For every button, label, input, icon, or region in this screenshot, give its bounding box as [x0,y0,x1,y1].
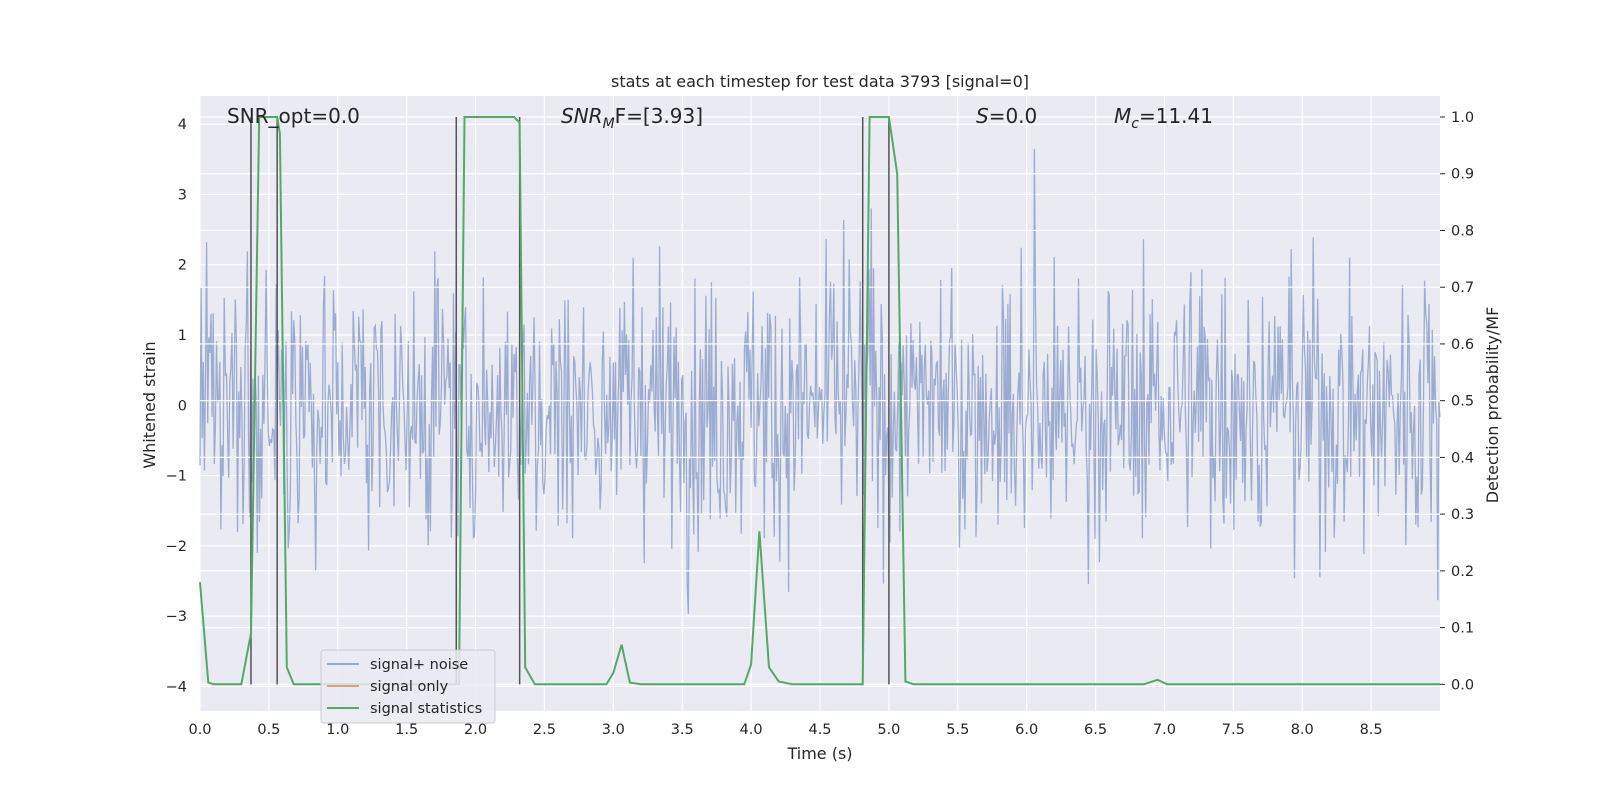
y2-tick-label: 0.3 [1451,507,1474,523]
annotation-s-main: S [976,104,989,128]
x-tick-label: 4.0 [740,722,763,738]
y2-tick-label: 0.4 [1451,450,1474,466]
legend-label-statistics: signal statistics [370,701,482,717]
y2-tick-label: 0.0 [1451,677,1474,693]
annotation-snr-mf-main: SNR [561,104,603,128]
statistics-line [199,116,1440,686]
chart-title: stats at each timestep for test data 379… [611,72,1029,91]
x-tick-label: 2.5 [533,722,556,738]
y-tick-label: 0 [178,398,187,414]
x-tick-label: 8.5 [1360,722,1383,738]
x-axis-ticks: 0.0 0.5 1.0 1.5 2.0 2.5 3.0 3.5 4.0 4.5 5.0 5.5 6.0 6… [188,722,1382,738]
annotation-snr-mf-rest: F=[3.93] [615,104,703,128]
y-axis-label: Whitened strain [140,341,159,468]
annotation-mc-main: M [1114,104,1131,128]
y2-tick-label: 0.5 [1451,394,1474,410]
x-tick-label: 4.5 [808,722,831,738]
annotation-snr-mf-sub: M [603,116,615,132]
annotation-snr-opt: SNR_opt=0.0 [227,104,360,128]
legend-label-signal-only: signal only [370,679,449,695]
y2-tick-label: 1.0 [1451,110,1474,126]
legend-box [320,649,496,724]
annotation-snr-mf: SNRMF=[3.93] [561,104,703,132]
x-tick-label: 0.0 [188,722,211,738]
y2-tick-label: 0.9 [1451,167,1474,183]
x-axis-label: Time (s) [786,744,852,763]
x-tick-label: 7.5 [1222,722,1245,738]
signal-statistics-series [199,116,1440,686]
x-tick-label: 6.5 [1084,722,1107,738]
y2-tick-label: 0.1 [1451,621,1474,637]
y2-tick-label: 0.7 [1451,280,1474,296]
y-tick-label: 1 [178,328,187,344]
y-tick-label: −1 [166,469,187,485]
x-tick-label: 5.0 [877,722,900,738]
y2-axis-label: Detection probability/MF [1483,307,1502,504]
annotation-mc-rest: =11.41 [1139,104,1213,128]
y-tick-label: 3 [178,187,187,203]
y2-tick-label: 0.2 [1451,564,1474,580]
y2-tick-label: 0.6 [1451,337,1474,353]
x-tick-label: 6.0 [1015,722,1038,738]
x-tick-label: 0.5 [257,722,280,738]
x-tick-label: 8.0 [1291,722,1314,738]
y2-axis-ticks: 1.0 0.9 0.8 0.7 0.6 0.5 0.4 0.3 0.2 0.1 0.0 [1440,110,1474,693]
x-tick-label: 1.0 [326,722,349,738]
x-tick-label: 3.0 [602,722,625,738]
x-tick-label: 1.5 [395,722,418,738]
legend: signal+ noise signal only signal statist… [320,649,496,724]
legend-label-noise: signal+ noise [370,657,468,673]
y2-tick-label: 0.8 [1451,223,1474,239]
y-tick-label: −3 [166,609,187,625]
y-tick-label: 4 [178,117,187,133]
x-tick-label: 3.5 [671,722,694,738]
y-tick-label: −2 [166,539,187,555]
annotation-s: S=0.0 [976,104,1037,128]
annotation-mc: Mc=11.41 [1114,104,1213,132]
x-tick-label: 5.5 [946,722,969,738]
y-tick-label: −4 [166,679,187,695]
y-axis-ticks: 4 3 2 1 0 −1 −2 −3 −4 [166,117,187,695]
y-tick-label: 2 [178,258,187,274]
x-tick-label: 7.0 [1153,722,1176,738]
x-tick-label: 2.0 [464,722,487,738]
annotation-mc-sub: c [1131,116,1139,132]
annotation-s-rest: =0.0 [989,104,1038,128]
